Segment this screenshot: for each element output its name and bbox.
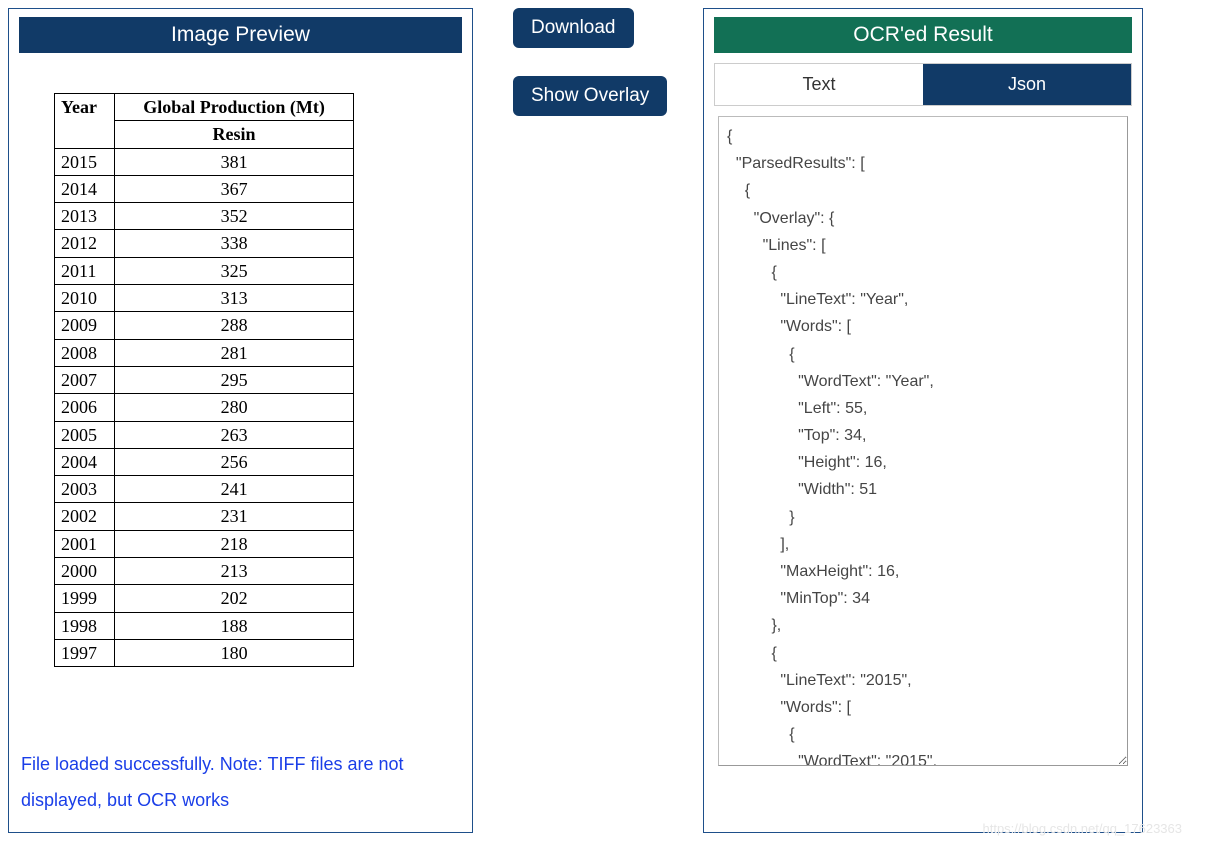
th-year: Year — [55, 94, 115, 149]
download-button[interactable]: Download — [513, 8, 634, 48]
cell-value: 213 — [115, 558, 354, 585]
cell-value: 338 — [115, 230, 354, 257]
show-overlay-button[interactable]: Show Overlay — [513, 76, 667, 116]
cell-value: 381 — [115, 148, 354, 175]
result-tabs: Text Json — [714, 63, 1132, 106]
cell-value: 202 — [115, 585, 354, 612]
cell-year: 2010 — [55, 285, 115, 312]
ocr-result-title: OCR'ed Result — [714, 17, 1132, 53]
cell-value: 352 — [115, 203, 354, 230]
table-row: 2002231 — [55, 503, 354, 530]
tab-json[interactable]: Json — [923, 64, 1131, 105]
table-row: 2013352 — [55, 203, 354, 230]
cell-year: 2008 — [55, 339, 115, 366]
image-preview-title: Image Preview — [19, 17, 462, 53]
cell-value: 263 — [115, 421, 354, 448]
cell-year: 2009 — [55, 312, 115, 339]
cell-year: 1997 — [55, 639, 115, 666]
table-row: 1997180 — [55, 639, 354, 666]
cell-year: 2013 — [55, 203, 115, 230]
cell-value: 367 — [115, 175, 354, 202]
image-preview-panel: Image Preview Year Global Production (Mt… — [8, 8, 473, 833]
production-table: Year Global Production (Mt) Resin 201538… — [54, 93, 354, 667]
cell-year: 2001 — [55, 530, 115, 557]
cell-year: 2000 — [55, 558, 115, 585]
th-resin: Resin — [115, 121, 354, 148]
cell-value: 288 — [115, 312, 354, 339]
watermark-text: https://blog.csdn.net/qq_17623363 — [983, 821, 1183, 836]
table-row: 2004256 — [55, 448, 354, 475]
table-row: 2006280 — [55, 394, 354, 421]
cell-value: 180 — [115, 639, 354, 666]
cell-year: 2006 — [55, 394, 115, 421]
cell-year: 2007 — [55, 366, 115, 393]
cell-value: 241 — [115, 476, 354, 503]
table-row: 2014367 — [55, 175, 354, 202]
tab-text[interactable]: Text — [715, 64, 923, 105]
cell-year: 2012 — [55, 230, 115, 257]
status-message: File loaded successfully. Note: TIFF fil… — [9, 728, 472, 832]
cell-year: 1998 — [55, 612, 115, 639]
table-row: 2007295 — [55, 366, 354, 393]
cell-year: 2005 — [55, 421, 115, 448]
action-buttons-column: Download Show Overlay — [513, 8, 663, 144]
cell-value: 188 — [115, 612, 354, 639]
table-row: 2011325 — [55, 257, 354, 284]
cell-value: 231 — [115, 503, 354, 530]
json-output-textarea[interactable]: { "ParsedResults": [ { "Overlay": { "Lin… — [718, 116, 1128, 766]
cell-value: 256 — [115, 448, 354, 475]
th-production: Global Production (Mt) — [115, 94, 354, 121]
table-row: 2010313 — [55, 285, 354, 312]
ocr-result-panel: OCR'ed Result Text Json { "ParsedResults… — [703, 8, 1143, 833]
cell-year: 2014 — [55, 175, 115, 202]
cell-value: 313 — [115, 285, 354, 312]
table-row: 2009288 — [55, 312, 354, 339]
cell-value: 325 — [115, 257, 354, 284]
cell-value: 218 — [115, 530, 354, 557]
cell-value: 295 — [115, 366, 354, 393]
table-row: 2001218 — [55, 530, 354, 557]
table-row: 2015381 — [55, 148, 354, 175]
table-row: 2012338 — [55, 230, 354, 257]
cell-year: 2002 — [55, 503, 115, 530]
cell-year: 2004 — [55, 448, 115, 475]
table-row: 2005263 — [55, 421, 354, 448]
table-row: 2000213 — [55, 558, 354, 585]
table-row: 2008281 — [55, 339, 354, 366]
cell-year: 2003 — [55, 476, 115, 503]
cell-year: 2015 — [55, 148, 115, 175]
table-row: 1999202 — [55, 585, 354, 612]
cell-year: 1999 — [55, 585, 115, 612]
cell-year: 2011 — [55, 257, 115, 284]
image-preview-body: Year Global Production (Mt) Resin 201538… — [9, 63, 472, 728]
cell-value: 281 — [115, 339, 354, 366]
cell-value: 280 — [115, 394, 354, 421]
table-row: 1998188 — [55, 612, 354, 639]
table-row: 2003241 — [55, 476, 354, 503]
